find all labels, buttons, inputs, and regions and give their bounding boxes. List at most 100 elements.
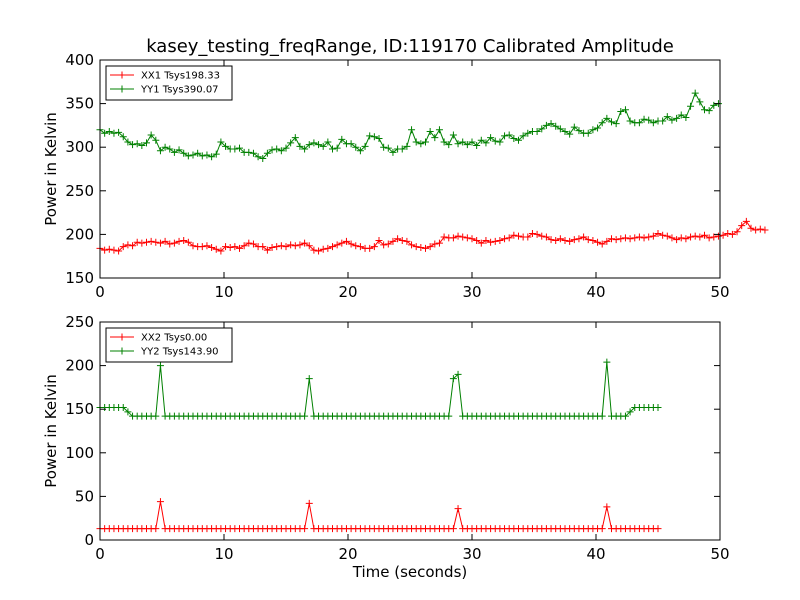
data-point — [156, 147, 164, 155]
data-point — [673, 114, 681, 122]
data-point — [603, 237, 611, 245]
data-point — [222, 243, 230, 251]
data-point — [119, 403, 127, 411]
data-point — [435, 239, 443, 247]
data-point — [510, 231, 518, 239]
data-point — [263, 149, 271, 157]
data-point — [528, 230, 536, 238]
data-point — [482, 139, 490, 147]
data-point — [663, 232, 671, 240]
data-point — [710, 101, 718, 109]
data-point — [659, 117, 667, 125]
data-point — [533, 230, 541, 238]
data-point — [598, 412, 606, 420]
data-point — [152, 136, 160, 144]
data-point — [352, 242, 360, 250]
data-point — [654, 525, 662, 533]
data-point — [496, 138, 504, 146]
data-point — [329, 243, 336, 251]
axes-frame — [99, 321, 721, 541]
data-point — [589, 126, 597, 134]
data-point — [110, 129, 118, 137]
data-point — [654, 230, 662, 238]
data-point — [156, 239, 164, 247]
data-point — [170, 148, 178, 156]
data-point — [687, 102, 695, 110]
data-point — [612, 236, 620, 244]
x-tick-label: 10 — [214, 545, 233, 563]
data-point — [268, 243, 276, 251]
data-point — [538, 232, 546, 240]
data-point — [412, 138, 420, 146]
data-point — [533, 128, 541, 135]
data-point — [184, 238, 192, 246]
x-tick-label: 20 — [338, 283, 357, 301]
data-point — [714, 232, 722, 240]
data-point — [124, 241, 132, 249]
legend-label: XX1 Tsys198.33 — [141, 71, 220, 82]
data-point — [380, 143, 388, 151]
data-point — [556, 235, 564, 243]
data-point — [119, 133, 127, 141]
data-point — [608, 235, 615, 243]
data-point — [291, 134, 299, 142]
data-point — [236, 244, 243, 252]
data-point — [584, 236, 592, 244]
x-tick-label: 40 — [586, 545, 605, 563]
data-point — [301, 145, 309, 153]
data-point — [249, 149, 257, 157]
data-point — [203, 151, 211, 159]
data-point — [603, 503, 611, 511]
data-point — [217, 247, 225, 255]
data-point — [124, 138, 132, 146]
data-point — [431, 134, 439, 142]
data-point — [287, 139, 295, 147]
data-point — [570, 123, 578, 131]
data-point — [742, 217, 750, 225]
y-tick-label: 200 — [65, 225, 94, 243]
data-point — [645, 233, 653, 241]
data-point — [273, 243, 281, 251]
data-point — [236, 144, 243, 152]
data-point — [719, 231, 727, 239]
data-point — [152, 525, 160, 533]
data-point — [594, 238, 602, 246]
data-point — [119, 243, 127, 251]
data-point — [366, 244, 374, 252]
x-tick-label: 0 — [95, 283, 105, 301]
data-point — [147, 237, 155, 245]
data-point — [677, 111, 685, 119]
x-tick-label: 50 — [710, 283, 729, 301]
data-point — [305, 242, 313, 250]
data-point — [124, 408, 132, 416]
data-point — [473, 141, 481, 149]
data-point — [617, 107, 625, 115]
data-point — [463, 234, 471, 242]
data-point — [417, 140, 425, 148]
data-point — [375, 134, 383, 142]
data-point — [315, 247, 323, 255]
data-point — [305, 499, 313, 507]
legend-label: XX2 Tsys0.00 — [141, 333, 207, 344]
data-point — [203, 242, 211, 250]
data-point — [594, 124, 602, 132]
data-point — [105, 245, 113, 253]
data-point — [510, 134, 518, 142]
y-tick-label: 250 — [65, 182, 94, 200]
x-tick-label: 0 — [95, 545, 105, 563]
data-point — [212, 245, 220, 253]
x-tick-label: 30 — [462, 283, 481, 301]
data-point — [677, 234, 685, 242]
data-point — [542, 121, 550, 129]
data-point — [505, 131, 513, 139]
data-point — [245, 239, 253, 247]
data-point — [728, 230, 736, 238]
data-point — [412, 243, 420, 251]
data-point — [319, 142, 327, 150]
data-point — [668, 116, 676, 124]
data-point — [212, 150, 220, 158]
data-point — [175, 237, 183, 245]
legend-label: YY1 Tsys390.07 — [140, 85, 219, 96]
data-point — [524, 129, 532, 137]
